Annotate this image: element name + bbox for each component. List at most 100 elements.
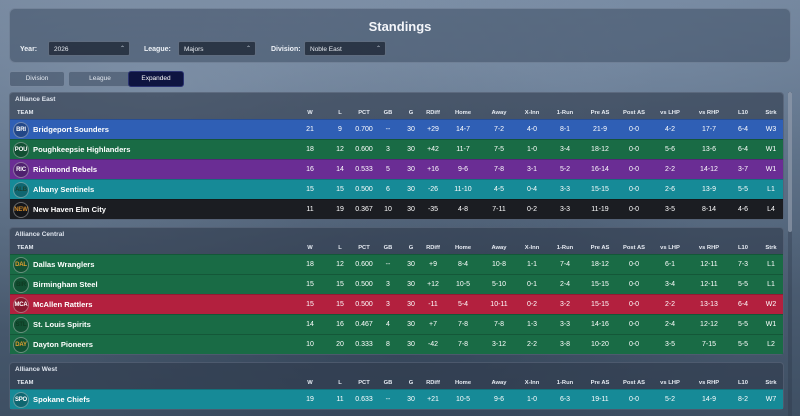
column-header[interactable]: Strk — [765, 380, 777, 386]
column-header[interactable]: Away — [491, 245, 507, 251]
column-header[interactable]: Home — [454, 245, 472, 251]
team-row[interactable]: DAL Dallas Wranglers 18 12 0.600 -- 30 +9 8-4 10-… — [10, 254, 783, 274]
stat-cell: L1 — [767, 281, 775, 288]
team-row[interactable]: NEW New Haven Elm City 11 19 0.367 10 30 -35 4-8… — [10, 199, 783, 219]
team-name[interactable]: Spokane Chiefs — [33, 395, 90, 404]
standings-list[interactable]: Alliance East TEAM W L PCT GB G RDiff Home Away X-… — [9, 92, 784, 416]
team-name[interactable]: Dallas Wranglers — [33, 260, 95, 269]
team-name[interactable]: Dayton Pioneers — [33, 340, 93, 349]
column-header[interactable]: G — [408, 380, 414, 386]
tab-league[interactable]: League — [68, 71, 132, 87]
column-header[interactable]: W — [307, 245, 313, 251]
column-header[interactable]: G — [408, 110, 414, 116]
stat-cell: 2-4 — [559, 281, 571, 288]
stat-cell: 15 — [336, 301, 344, 308]
stat-cell: 4-0 — [526, 126, 538, 133]
stat-cell: 19 — [306, 396, 314, 403]
column-header[interactable]: 1-Run — [556, 380, 574, 386]
team-row[interactable]: ALB Albany Sentinels 15 15 0.500 6 30 -26 11-10 4… — [10, 179, 783, 199]
team-row[interactable]: BRI Bridgeport Sounders 21 9 0.700 -- 30 +29 14-… — [10, 119, 783, 139]
stat-cell: 6-4 — [737, 146, 749, 153]
stat-cell: 0-0 — [628, 166, 640, 173]
column-header[interactable]: Pre AS — [590, 110, 610, 116]
column-header[interactable]: L10 — [738, 245, 748, 251]
year-select[interactable]: 2026 ⌃ — [48, 41, 130, 56]
column-header[interactable]: vs RHP — [698, 245, 720, 251]
team-name[interactable]: St. Louis Spirits — [33, 320, 91, 329]
league-select[interactable]: Majors ⌃ — [178, 41, 256, 56]
column-header[interactable]: vs RHP — [698, 380, 720, 386]
column-header[interactable]: vs LHP — [660, 380, 680, 386]
team-name[interactable]: Poughkeepsie Highlanders — [33, 145, 131, 154]
team-name[interactable]: McAllen Rattlers — [33, 300, 93, 309]
stat-cell: 0-2 — [526, 301, 538, 308]
team-row[interactable]: SPO Spokane Chiefs 19 11 0.633 -- 30 +21 10-5 9-6… — [10, 389, 783, 409]
stat-cell: 0.500 — [355, 301, 373, 308]
scrollbar[interactable] — [788, 92, 792, 416]
column-header[interactable]: L — [338, 245, 342, 251]
team-row[interactable]: RIC Richmond Rebels 16 14 0.533 5 30 +16 9-6 7-8 3… — [10, 159, 783, 179]
team-row[interactable]: POU Poughkeepsie Highlanders 18 12 0.600 3 30 +… — [10, 139, 783, 159]
column-header[interactable]: Post AS — [622, 245, 645, 251]
team-name[interactable]: Albany Sentinels — [33, 185, 95, 194]
tab-division[interactable]: Division — [9, 71, 65, 87]
stat-cell: 16 — [336, 321, 344, 328]
column-header[interactable]: 1-Run — [556, 110, 574, 116]
team-row[interactable]: MCA McAllen Rattlers 15 15 0.500 3 30 -11 5-4 10-… — [10, 294, 783, 314]
column-header[interactable]: vs LHP — [660, 245, 680, 251]
column-header[interactable]: RDiff — [426, 380, 440, 386]
column-header[interactable]: TEAM — [17, 110, 34, 116]
column-header[interactable]: PCT — [358, 110, 370, 116]
scrollbar-thumb[interactable] — [788, 92, 792, 232]
stat-cell: 10-5 — [455, 281, 470, 288]
column-header[interactable]: PCT — [358, 380, 370, 386]
column-header[interactable]: L10 — [738, 380, 748, 386]
column-header[interactable]: Pre AS — [590, 245, 610, 251]
column-header[interactable]: X-Inn — [524, 245, 540, 251]
stat-cell: +16 — [427, 166, 439, 173]
team-name[interactable]: Richmond Rebels — [33, 165, 98, 174]
stat-cell: 11-7 — [456, 146, 470, 153]
column-header[interactable]: Away — [491, 110, 507, 116]
column-header[interactable]: W — [307, 110, 313, 116]
column-header[interactable]: Strk — [765, 245, 777, 251]
column-header[interactable]: GB — [383, 245, 393, 251]
column-header[interactable]: X-Inn — [524, 110, 540, 116]
team-row[interactable]: DAY Dayton Pioneers 10 20 0.333 8 30 -42 7-8 3-12… — [10, 334, 783, 354]
column-header[interactable]: vs RHP — [698, 110, 720, 116]
column-header[interactable]: GB — [383, 380, 393, 386]
column-header[interactable]: Away — [491, 380, 507, 386]
column-header[interactable]: RDiff — [426, 110, 440, 116]
team-row[interactable]: STL St. Louis Spirits 14 16 0.467 4 30 +7 7-8 7-8… — [10, 314, 783, 334]
stat-cell: 7-2 — [493, 126, 505, 133]
column-header[interactable]: 1-Run — [556, 245, 574, 251]
column-header[interactable]: L — [338, 110, 342, 116]
division-select[interactable]: Noble East ⌃ — [304, 41, 386, 56]
column-header[interactable]: L — [338, 380, 342, 386]
stat-cell: 13-6 — [701, 146, 716, 153]
column-header[interactable]: Post AS — [622, 110, 645, 116]
column-header[interactable]: TEAM — [17, 380, 34, 386]
column-header[interactable]: TEAM — [17, 245, 34, 251]
column-header[interactable]: Home — [454, 380, 472, 386]
stat-cell: 3-4 — [664, 281, 676, 288]
column-header[interactable]: PCT — [358, 245, 370, 251]
column-header[interactable]: GB — [383, 110, 393, 116]
column-header[interactable]: L10 — [738, 110, 748, 116]
tab-expanded[interactable]: Expanded — [128, 71, 184, 87]
team-name[interactable]: Bridgeport Sounders — [33, 125, 109, 134]
team-name[interactable]: New Haven Elm City — [33, 205, 107, 214]
column-header[interactable]: Strk — [765, 110, 777, 116]
column-header[interactable]: Home — [454, 110, 472, 116]
column-header[interactable]: W — [307, 380, 313, 386]
column-header[interactable]: X-Inn — [524, 380, 540, 386]
column-header[interactable]: G — [408, 245, 414, 251]
team-name[interactable]: Birmingham Steel — [33, 280, 98, 289]
stat-cell: 0-1 — [526, 281, 538, 288]
team-row[interactable]: BIR Birmingham Steel 15 15 0.500 3 30 +12 10-5 5-… — [10, 274, 783, 294]
column-header[interactable]: Pre AS — [590, 380, 610, 386]
column-header[interactable]: RDiff — [426, 245, 440, 251]
column-header[interactable]: vs LHP — [660, 110, 680, 116]
column-header[interactable]: Post AS — [622, 380, 645, 386]
stat-cell: W2 — [765, 301, 777, 308]
